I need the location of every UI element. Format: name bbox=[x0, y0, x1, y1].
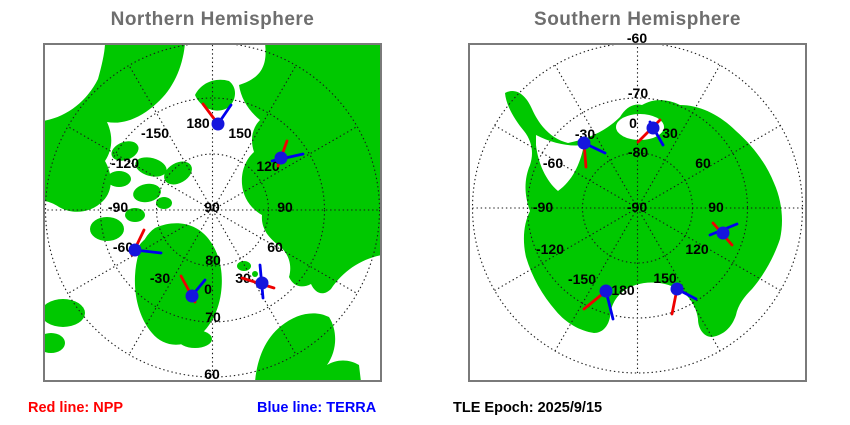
latitude-circle bbox=[45, 45, 380, 378]
legend-terra: Blue line: TERRA bbox=[257, 400, 377, 416]
meridian-line bbox=[128, 209, 213, 355]
meridian-line bbox=[212, 65, 297, 211]
north-land-svg bbox=[45, 45, 380, 380]
meridian-line bbox=[212, 209, 297, 355]
north-landmasses bbox=[45, 45, 380, 380]
meridian-line bbox=[212, 209, 358, 294]
south-land-svg bbox=[471, 45, 804, 374]
north-graticule bbox=[45, 45, 380, 378]
meridian-line bbox=[67, 209, 213, 294]
legend-tle-epoch: TLE Epoch: 2025/9/15 bbox=[453, 400, 603, 416]
south-graticule bbox=[471, 45, 804, 374]
south-landmasses bbox=[505, 90, 782, 337]
south-map-panel bbox=[468, 43, 807, 382]
south-map-title: Southern Hemisphere bbox=[534, 9, 741, 30]
north-map-panel bbox=[43, 43, 382, 382]
meridian-line bbox=[128, 65, 213, 211]
legend-npp: Red line: NPP bbox=[28, 400, 124, 416]
meridian-line bbox=[67, 126, 213, 211]
north-map-title: Northern Hemisphere bbox=[110, 9, 315, 30]
meridian-line bbox=[212, 126, 358, 211]
latitude-circle bbox=[99, 97, 326, 323]
